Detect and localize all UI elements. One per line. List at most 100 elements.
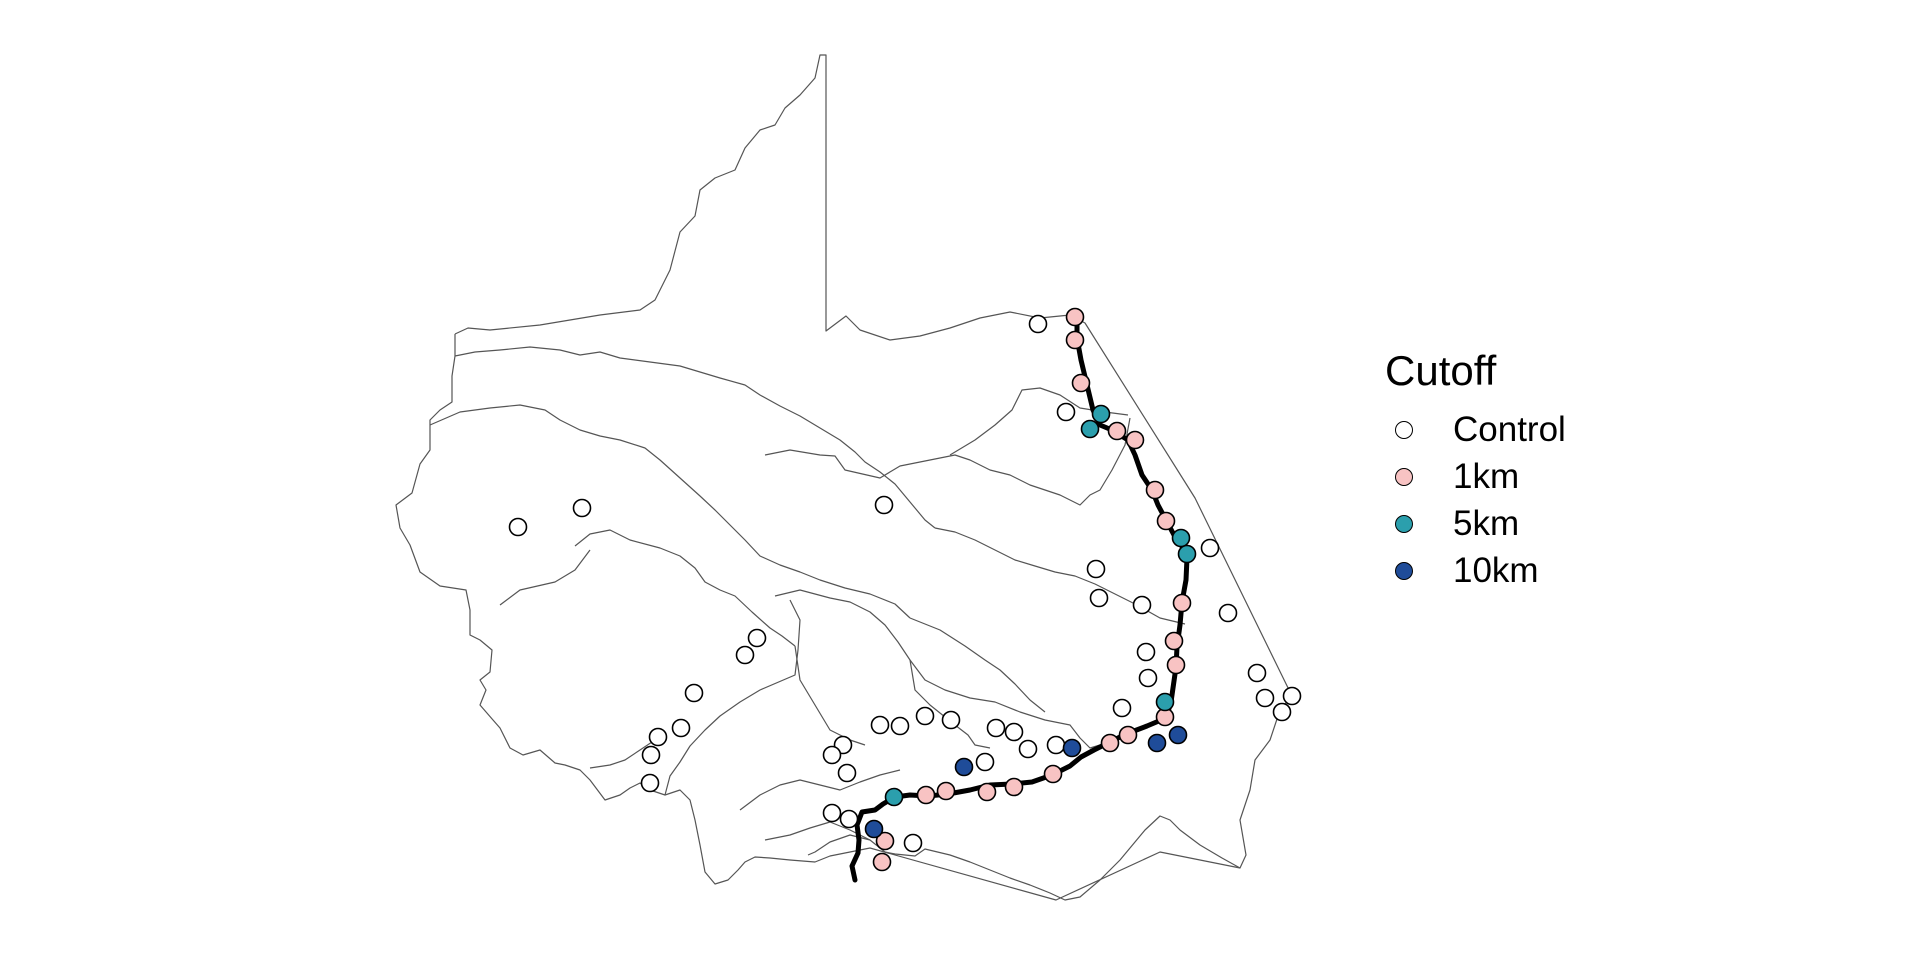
control-point — [1282, 686, 1302, 706]
point-5km — [1080, 419, 1100, 439]
legend-key — [1385, 552, 1423, 590]
point-1km — [1118, 725, 1138, 745]
point-10km — [864, 819, 884, 839]
legend-label: Control — [1453, 409, 1566, 449]
point-1km — [1107, 421, 1127, 441]
point-5km — [1091, 404, 1111, 424]
control-point — [837, 763, 857, 783]
legend-item-5km: 5km — [1385, 500, 1566, 547]
point-1km — [977, 782, 997, 802]
legend-title: Cutoff — [1385, 347, 1497, 394]
point-10km — [1168, 725, 1188, 745]
control-point — [572, 498, 592, 518]
basin-line-15 — [764, 821, 871, 841]
point-1km — [1065, 307, 1085, 327]
control-point — [915, 706, 935, 726]
basin-line-9 — [589, 739, 656, 769]
control-point — [1200, 538, 1220, 558]
legend-dot-control — [1395, 420, 1413, 439]
control-point — [1004, 722, 1024, 742]
basin-line-5 — [574, 529, 796, 647]
point-1km — [1071, 373, 1091, 393]
legend-label: 5km — [1453, 503, 1520, 543]
control-point — [975, 752, 995, 772]
control-point — [839, 809, 859, 829]
control-point — [1018, 739, 1038, 759]
point-5km — [1155, 692, 1175, 712]
control-point — [822, 803, 842, 823]
point-1km — [1125, 430, 1145, 450]
control-point — [641, 745, 661, 765]
control-point — [1132, 595, 1152, 615]
basin-line-13 — [764, 417, 1131, 506]
legend-dot-1km — [1395, 467, 1413, 486]
control-point — [1089, 588, 1109, 608]
control-point — [822, 745, 842, 765]
control-point — [1028, 314, 1048, 334]
legend-item-10km: 10km — [1385, 547, 1566, 594]
point-1km — [872, 852, 892, 872]
control-point — [941, 710, 961, 730]
control-point — [648, 727, 668, 747]
control-point — [747, 628, 767, 648]
point-1km — [1164, 631, 1184, 651]
legend-key — [1385, 411, 1423, 449]
point-5km — [1177, 544, 1197, 564]
point-1km — [1166, 655, 1186, 675]
control-point — [1086, 559, 1106, 579]
control-point — [874, 495, 894, 515]
control-point — [903, 833, 923, 853]
legend-item-1km: 1km — [1385, 453, 1566, 500]
point-1km — [936, 781, 956, 801]
basin-line-3 — [429, 404, 911, 619]
control-point — [671, 718, 691, 738]
control-point — [1056, 402, 1076, 422]
legend-label: 10km — [1453, 550, 1539, 590]
control-point — [1255, 688, 1275, 708]
control-point — [735, 645, 755, 665]
region-boundaries — [395, 54, 1293, 901]
control-point — [870, 715, 890, 735]
point-1km — [1043, 764, 1063, 784]
point-5km — [1171, 528, 1191, 548]
point-1km — [1004, 777, 1024, 797]
point-1km — [875, 831, 895, 851]
control-point — [986, 718, 1006, 738]
legend-dot-5km — [1395, 514, 1413, 533]
control-point — [890, 716, 910, 736]
legend: Cutoff Control 1km 5km 10km — [1385, 350, 1566, 594]
control-point — [1112, 698, 1132, 718]
point-1km — [1172, 593, 1192, 613]
basin-line-10 — [909, 659, 991, 749]
control-point — [1272, 702, 1292, 722]
point-5km — [884, 787, 904, 807]
basin-line-6 — [499, 549, 591, 606]
outer-boundary-west — [395, 334, 1241, 901]
legend-label: 1km — [1453, 456, 1520, 496]
basin-line-1 — [454, 346, 936, 529]
point-1km — [1100, 733, 1120, 753]
point-10km — [954, 757, 974, 777]
site-points — [508, 307, 1302, 872]
legend-dot-10km — [1395, 561, 1413, 580]
control-point — [508, 517, 528, 537]
control-point — [684, 683, 704, 703]
control-point — [1136, 642, 1156, 662]
point-1km — [1145, 480, 1165, 500]
point-1km — [1156, 511, 1176, 531]
basin-line-4 — [909, 617, 1046, 713]
control-point — [640, 773, 660, 793]
point-10km — [1147, 733, 1167, 753]
basin-line-8 — [664, 599, 801, 796]
legend-key — [1385, 458, 1423, 496]
point-1km — [1065, 330, 1085, 350]
control-point — [1218, 603, 1238, 623]
control-point — [1138, 668, 1158, 688]
basin-line-7 — [774, 589, 1101, 749]
point-1km — [916, 785, 936, 805]
control-point — [1046, 735, 1066, 755]
legend-key — [1385, 505, 1423, 543]
control-point — [1247, 663, 1267, 683]
